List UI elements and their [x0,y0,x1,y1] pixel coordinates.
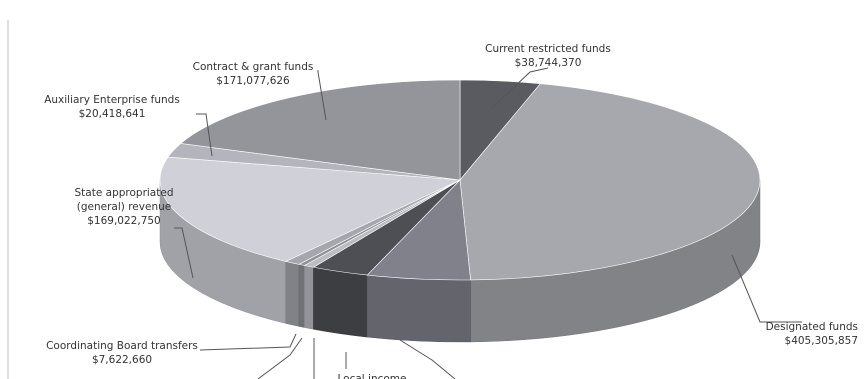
pie-slice-side-3 [366,274,471,343]
slice-labels: Current restricted funds $38,744,370 Desig… [44,43,858,379]
slice-name: State appropriated [75,187,174,199]
slice-value: $7,622,660 [92,354,152,366]
pie-slice-2 [459,83,761,281]
pie-side-walls [159,179,761,343]
pie-slice-8 [159,156,462,262]
slice-label-4: Local income [337,373,406,379]
leader-line-3 [399,339,456,379]
pie-slice-side-7 [285,261,300,327]
leader-lines [174,67,802,379]
slice-name: (general) revenue [77,201,171,213]
leader-line-7 [199,333,297,351]
leader-line-9 [196,113,213,157]
slice-name: Local income [337,373,406,379]
pie-slice-side-4 [313,266,368,338]
leader-line-1 [491,67,549,109]
slice-label-2: Designated funds $405,305,857 [766,321,858,347]
leader-line-6 [257,337,303,379]
pie-slice-side-5 [304,265,314,330]
leader-line-8 [174,227,194,279]
slice-value: $38,744,370 [515,57,582,69]
slice-name: Auxiliary Enterprise funds [44,94,180,106]
pie-slice-10 [180,79,461,181]
slice-name: Designated funds [766,321,858,333]
slice-name: Coordinating Board transfers [46,340,198,352]
slice-value: $405,305,857 [785,335,858,347]
pie-top-faces [159,79,761,281]
slice-name: Current restricted funds [485,43,611,55]
pie-slice-side-6 [298,264,305,328]
slice-label-8: State appropriated (general) revenue $169,… [75,187,174,227]
slice-value: $171,077,626 [216,75,290,87]
slice-value: $20,418,641 [79,108,146,120]
slice-label-9: Auxiliary Enterprise funds $20,418,641 [44,94,180,120]
slice-label-7: Coordinating Board transfers $7,622,660 [46,340,198,366]
leader-line-10 [317,70,327,121]
slice-value: $169,022,750 [87,215,160,227]
slice-label-1: Current restricted funds $38,744,370 [485,43,611,69]
slice-label-10: Contract & grant funds $171,077,626 [193,61,314,87]
slice-name: Contract & grant funds [193,61,314,73]
leader-line-2 [731,254,802,323]
